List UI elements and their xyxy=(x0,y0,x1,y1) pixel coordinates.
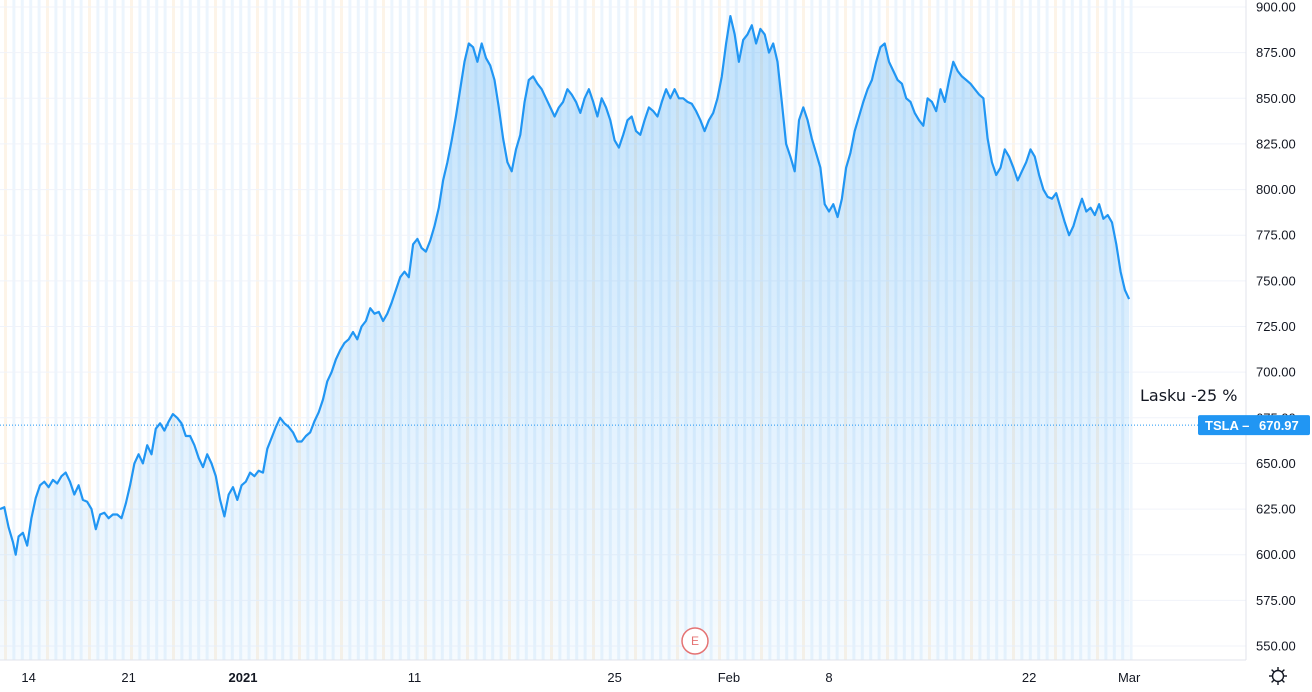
x-tick-label: 2021 xyxy=(229,670,258,685)
last-price-label: TSLA – 670.97 xyxy=(1198,415,1310,436)
session-stripe xyxy=(121,0,125,660)
y-tick-label: 725.00 xyxy=(1256,319,1296,334)
session-stripe xyxy=(54,0,58,660)
session-stripe xyxy=(306,0,310,660)
session-stripe xyxy=(79,0,83,660)
session-stripe xyxy=(1129,0,1133,660)
session-stripe xyxy=(88,0,91,660)
session-stripe xyxy=(71,0,75,660)
last-price-value: 670.97 xyxy=(1259,418,1299,433)
y-tick-label: 550.00 xyxy=(1256,639,1296,654)
session-stripe xyxy=(298,0,301,660)
y-tick-label: 650.00 xyxy=(1256,456,1296,471)
settings-icon-ring xyxy=(1271,669,1285,683)
session-stripe xyxy=(20,0,24,660)
session-stripe xyxy=(281,0,285,660)
x-tick-label: 22 xyxy=(1022,670,1036,685)
session-stripe xyxy=(188,0,192,660)
session-stripe xyxy=(197,0,201,660)
y-tick-label: 625.00 xyxy=(1256,502,1296,517)
session-stripe xyxy=(104,0,108,660)
earnings-event-label: E xyxy=(691,634,699,648)
session-stripe xyxy=(29,0,33,660)
session-stripe xyxy=(12,0,16,660)
session-stripe xyxy=(4,0,7,660)
session-stripe xyxy=(222,0,226,660)
session-stripe xyxy=(323,0,327,660)
settings-icon[interactable] xyxy=(1269,667,1287,685)
y-tick-label: 825.00 xyxy=(1256,136,1296,151)
x-tick-label: 11 xyxy=(408,670,422,685)
session-stripe xyxy=(155,0,159,660)
session-stripe xyxy=(146,0,150,660)
y-tick-label: 575.00 xyxy=(1256,593,1296,608)
session-stripe xyxy=(272,0,276,660)
session-stripe xyxy=(340,0,343,660)
session-stripe xyxy=(172,0,175,660)
x-tick-label: Feb xyxy=(718,670,740,685)
session-stripe xyxy=(247,0,251,660)
session-stripe xyxy=(113,0,117,660)
y-tick-label: 900.00 xyxy=(1256,0,1296,15)
y-tick-label: 850.00 xyxy=(1256,91,1296,106)
session-stripe xyxy=(130,0,133,660)
session-stripe xyxy=(96,0,100,660)
x-tick-label: 8 xyxy=(825,670,832,685)
drawdown-annotation: Lasku -25 % xyxy=(1140,386,1237,405)
y-tick-label: 600.00 xyxy=(1256,547,1296,562)
session-stripe xyxy=(289,0,293,660)
x-tick-label: 25 xyxy=(607,670,621,685)
price-axis[interactable]: 550.00575.00600.00625.00650.00675.00700.… xyxy=(1245,0,1296,660)
session-stripe xyxy=(230,0,234,660)
session-stripe xyxy=(314,0,318,660)
session-stripe xyxy=(256,0,259,660)
y-tick-label: 800.00 xyxy=(1256,182,1296,197)
y-tick-label: 775.00 xyxy=(1256,228,1296,243)
session-stripe xyxy=(348,0,352,660)
session-stripe xyxy=(239,0,243,660)
y-tick-label: 750.00 xyxy=(1256,273,1296,288)
price-area-layer xyxy=(0,16,1130,661)
session-stripe xyxy=(264,0,268,660)
y-tick-label: 700.00 xyxy=(1256,365,1296,380)
session-stripe xyxy=(180,0,184,660)
session-stripe xyxy=(331,0,335,660)
session-stripe xyxy=(138,0,142,660)
price-line xyxy=(0,15,1131,556)
y-tick-label: 875.00 xyxy=(1256,45,1296,60)
session-stripe xyxy=(214,0,217,660)
session-stripe xyxy=(205,0,209,660)
last-price-symbol: TSLA – xyxy=(1205,418,1249,433)
session-stripe xyxy=(46,0,49,660)
x-tick-label: 21 xyxy=(121,670,135,685)
session-stripe xyxy=(356,0,360,660)
earnings-event-marker[interactable]: E xyxy=(681,627,709,655)
price-area xyxy=(0,16,1130,661)
session-stripe xyxy=(62,0,66,660)
time-axis[interactable]: 14 21 2021 11 25 Feb 8 22 Mar xyxy=(0,659,1246,685)
x-tick-label: 14 xyxy=(21,670,35,685)
session-stripe xyxy=(37,0,41,660)
last-price-label-background xyxy=(1198,415,1310,436)
earnings-event-circle[interactable] xyxy=(681,627,709,655)
x-tick-label: Mar xyxy=(1118,670,1141,685)
price-line-layer xyxy=(0,15,1131,556)
session-stripe xyxy=(163,0,167,660)
